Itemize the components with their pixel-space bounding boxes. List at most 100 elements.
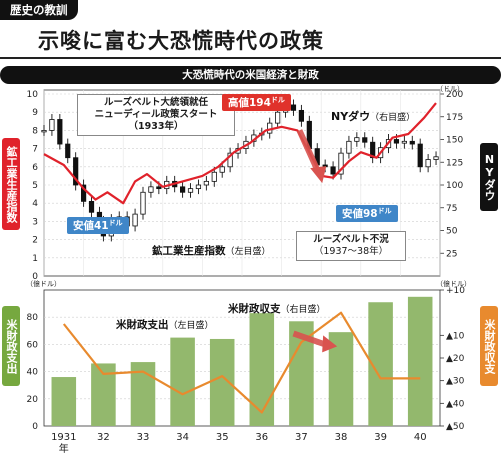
high-badge-unit: ドル bbox=[270, 96, 285, 104]
dow-candle-body bbox=[65, 143, 71, 159]
year-tick-label: 36 bbox=[255, 432, 268, 443]
bottom-right-tick-label: ▲10 bbox=[446, 331, 465, 341]
right-tick-label: 50 bbox=[446, 227, 458, 237]
spending-line-label-text: 米財政支出 bbox=[116, 319, 169, 331]
page-title: 示唆に富む大恐慌時代の政策 bbox=[38, 29, 324, 53]
dow-candle-body bbox=[219, 166, 225, 173]
dow-candle-body bbox=[132, 213, 138, 227]
dow-candle-body bbox=[187, 188, 194, 193]
right-tick-label: 75 bbox=[446, 204, 457, 214]
dow-candle-body bbox=[417, 143, 423, 168]
right-tick-label: 150 bbox=[446, 136, 463, 146]
dow-candle-body bbox=[148, 186, 154, 193]
balance-line-label-text: 米財政収支 bbox=[228, 303, 281, 315]
spending-bar bbox=[209, 338, 235, 426]
left-tick-label: 5 bbox=[32, 181, 38, 191]
bottom-right-unit-label: （億ドル） bbox=[436, 279, 471, 288]
dow-candle-body bbox=[409, 140, 415, 145]
right-unit-label: （ドル） bbox=[436, 85, 464, 93]
left-tick-label: 2 bbox=[32, 236, 38, 246]
dow-candle-body bbox=[275, 111, 281, 124]
dow-candle-body bbox=[88, 200, 95, 213]
bottom-left-tick-label: 0 bbox=[32, 422, 38, 432]
title-divider bbox=[0, 57, 501, 59]
bottom-right-tick-label: ▲50 bbox=[446, 422, 465, 432]
spending-bar bbox=[249, 313, 275, 426]
dow-candle-body bbox=[203, 180, 209, 186]
right-tick-label: 125 bbox=[446, 158, 463, 168]
roosevelt-annotation: ルーズベルト大統領就任 ニューディール政策スタート （1933年） bbox=[77, 94, 235, 136]
dow-candle-body bbox=[156, 186, 162, 190]
year-tick-label: 35 bbox=[216, 432, 229, 443]
dow-candle-body bbox=[49, 119, 55, 131]
year-tick-label: 34 bbox=[176, 432, 189, 443]
roosevelt-line-2: ニューディール政策スタート bbox=[94, 109, 218, 120]
recession-annotation: ルーズベルト不況 （1937〜38年） bbox=[296, 231, 406, 261]
bottom-left-tick-label: 60 bbox=[27, 340, 39, 350]
dow-candle-body bbox=[57, 119, 63, 145]
dow-candle-body bbox=[211, 171, 217, 182]
roosevelt-line-1: ルーズベルト大統領就任 bbox=[103, 97, 209, 108]
recession-line-1: ルーズベルト不況 bbox=[313, 234, 389, 245]
high-badge-label: 高値194 bbox=[228, 97, 271, 109]
year-tick-label: 40 bbox=[414, 432, 427, 443]
ip-line-label-text: 鉱工業生産指数 bbox=[152, 245, 226, 257]
nydow-line-label-text: NYダウ bbox=[331, 110, 371, 123]
bottom-right-tick-label: +10 bbox=[446, 286, 465, 296]
bottom-left-unit-label: （億ドル） bbox=[26, 279, 61, 288]
industrial-production-side-label: 鉱工業生産指数 bbox=[2, 138, 20, 230]
dow-candle-body bbox=[227, 152, 233, 168]
left-tick-label: 1 bbox=[32, 254, 38, 264]
left-tick-label: 3 bbox=[32, 217, 38, 227]
right-tick-label: 100 bbox=[446, 181, 463, 191]
left-tick-label: 9 bbox=[32, 108, 38, 118]
federal-balance-line bbox=[62, 311, 421, 414]
dow-candle-body bbox=[81, 184, 87, 202]
year-tick-label: 38 bbox=[335, 432, 348, 443]
low98-badge-unit: ドル bbox=[377, 207, 392, 215]
bottom-left-tick-label: 80 bbox=[27, 313, 39, 323]
dow-candle-body bbox=[338, 152, 344, 175]
bottom-right-tick-label: ▲20 bbox=[446, 354, 465, 364]
dow-candle-body bbox=[179, 186, 186, 193]
chart-subtitle: 大恐慌時代の米国経済と財政 bbox=[0, 66, 501, 84]
dow-candle-body bbox=[195, 184, 202, 190]
dow-candle-body bbox=[73, 157, 79, 186]
spending-line-label: 米財政支出（左目盛） bbox=[116, 319, 214, 332]
dow-candle-body bbox=[346, 140, 352, 154]
right-tick-label: 25 bbox=[446, 249, 457, 259]
recession-line-2: （1937〜38年） bbox=[313, 246, 389, 257]
nydow-line-label: NYダウ（右目盛） bbox=[331, 111, 415, 124]
dow-candle-body bbox=[362, 137, 368, 143]
recession-arrow-shaft bbox=[296, 129, 322, 176]
high-badge: 高値194ドル bbox=[222, 94, 291, 111]
bottom-right-tick-label: ▲30 bbox=[446, 377, 465, 387]
ip-line-label-axis: （左目盛） bbox=[225, 247, 271, 257]
recession-arrow-head bbox=[310, 166, 327, 184]
dow-candle-body bbox=[298, 109, 305, 122]
spending-arrow-head bbox=[322, 335, 338, 353]
spending-bar bbox=[407, 296, 433, 426]
dow-candle-body bbox=[433, 156, 439, 160]
dow-candle-body bbox=[354, 137, 360, 142]
roosevelt-line-3: （1933年） bbox=[128, 121, 184, 132]
bottom-left-tick-label: 40 bbox=[27, 368, 39, 378]
spending-arrow-shaft bbox=[292, 330, 327, 348]
right-tick-label: 200 bbox=[446, 90, 463, 100]
low41-badge-unit: ドル bbox=[108, 219, 123, 227]
dow-candle-body bbox=[401, 140, 407, 144]
dow-candle-body bbox=[393, 139, 400, 144]
series-tag: 歴史の教訓 bbox=[0, 0, 78, 20]
industrial-production-line bbox=[43, 102, 437, 205]
year-tick-label: 1931 bbox=[51, 432, 76, 443]
bottom-right-tick-label: ▲40 bbox=[446, 399, 465, 409]
left-tick-label: 6 bbox=[32, 163, 38, 173]
spending-line-label-axis: （左目盛） bbox=[168, 321, 214, 331]
spending-bar bbox=[51, 377, 77, 426]
dow-candle-body bbox=[41, 129, 47, 133]
dow-candle-body bbox=[370, 141, 376, 159]
balance-line-label-axis: （右目盛） bbox=[280, 305, 326, 315]
dow-candle-body bbox=[140, 191, 146, 215]
year-tick-label: 33 bbox=[137, 432, 150, 443]
